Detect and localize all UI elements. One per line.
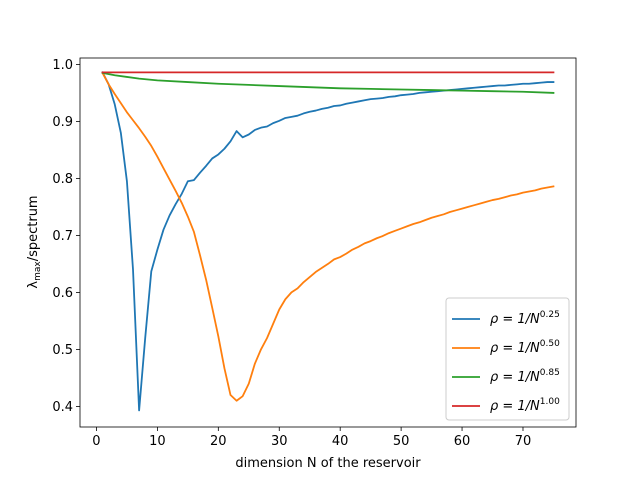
legend: ρ = 1/N0.25 ρ = 1/N0.50 ρ = 1/N0.85 ρ = … (445, 297, 570, 421)
axes-frame (79, 57, 577, 428)
legend-label-exponent: 0.50 (540, 339, 560, 349)
y-tick-label: 0.4 (52, 400, 73, 415)
x-tick-label: 60 (454, 434, 471, 449)
y-tick-label: 1.0 (52, 58, 73, 73)
legend-entry-rho-0-50: ρ = 1/N0.50 (452, 339, 560, 356)
x-axis-label: dimension N of the reservoir (235, 456, 421, 471)
x-tick-label: 10 (149, 434, 166, 449)
y-axis: 0.4 0.5 0.6 0.7 0.8 0.9 1.0 (52, 58, 80, 415)
y-tick-label: 0.8 (52, 172, 73, 187)
legend-label-base: ρ = 1/N (490, 312, 540, 327)
legend-label-base: ρ = 1/N (490, 370, 540, 385)
legend-label-exponent: 0.25 (540, 310, 560, 320)
plot-series (101, 71, 555, 412)
legend-label-rho-0-25: ρ = 1/N0.25 (490, 310, 560, 327)
y-tick-label: 0.9 (52, 115, 73, 130)
legend-label-rho-0-85: ρ = 1/N0.85 (490, 368, 560, 385)
x-tick-label: 0 (92, 434, 100, 449)
y-axis-label: λmax/spectrum (26, 195, 43, 288)
x-tick-label: 70 (515, 434, 532, 449)
x-tick-label: 50 (393, 434, 410, 449)
legend-label-rho-1-00: ρ = 1/N1.00 (490, 397, 560, 414)
legend-box (445, 297, 570, 421)
legend-label-rho-0-50: ρ = 1/N0.50 (490, 339, 560, 356)
y-axis-label-rest: /spectrum (26, 195, 41, 261)
legend-label-exponent: 1.00 (540, 397, 560, 407)
legend-label-base: ρ = 1/N (490, 399, 540, 414)
y-tick-label: 0.7 (52, 229, 73, 244)
legend-entry-rho-0-85: ρ = 1/N0.85 (452, 368, 560, 385)
legend-entry-rho-0-25: ρ = 1/N0.25 (452, 310, 560, 327)
x-axis: 0 10 20 30 40 50 60 70 (92, 427, 531, 449)
legend-label-base: ρ = 1/N (490, 341, 540, 356)
series-line-1 (101, 71, 555, 402)
y-tick-label: 0.5 (52, 343, 73, 358)
series-line-2 (101, 71, 555, 94)
legend-label-exponent: 0.85 (540, 368, 560, 378)
series-line-0 (101, 71, 555, 412)
x-tick-label: 20 (210, 434, 227, 449)
x-tick-label: 40 (332, 434, 349, 449)
legend-entry-rho-1-00: ρ = 1/N1.00 (452, 397, 560, 414)
y-axis-label-base: λ (26, 281, 41, 289)
x-tick-label: 30 (271, 434, 288, 449)
y-axis-label-subscript: max (33, 261, 43, 281)
y-tick-label: 0.6 (52, 286, 73, 301)
